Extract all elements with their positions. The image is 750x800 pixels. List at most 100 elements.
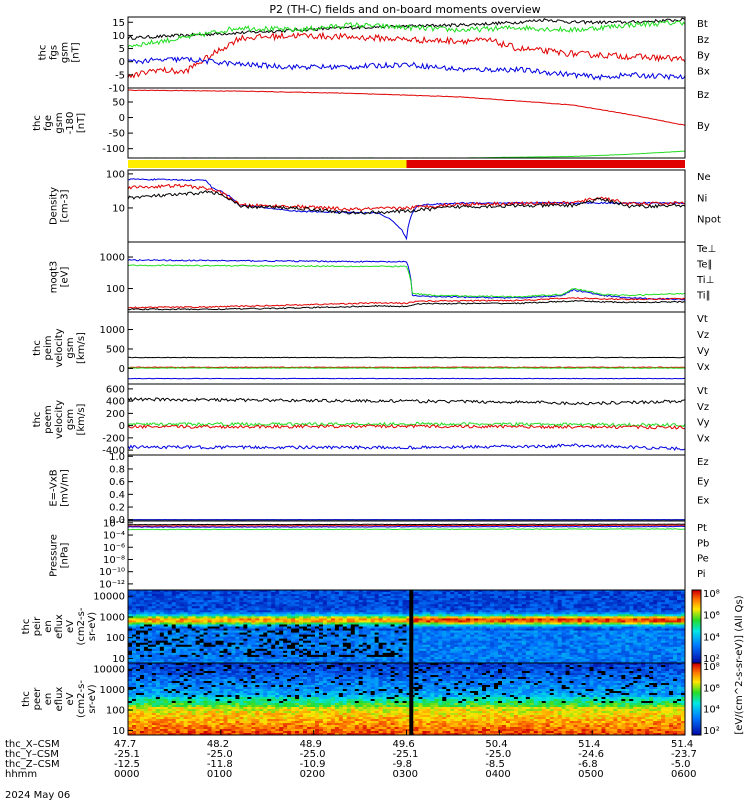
heatmap-cell <box>454 616 459 619</box>
heatmap-cell <box>545 612 551 615</box>
heatmap-cell <box>629 592 634 595</box>
heatmap-cell <box>342 594 348 597</box>
heatmap-cell <box>593 648 598 652</box>
heatmap-cell <box>187 644 193 648</box>
heatmap-cell <box>490 644 495 648</box>
heatmap-cell <box>390 652 395 656</box>
heatmap-cell <box>291 628 296 631</box>
heatmap-cell <box>565 630 571 633</box>
heatmap-cell <box>498 650 503 654</box>
heatmap-cell <box>418 604 423 607</box>
heatmap-cell <box>191 646 197 650</box>
heatmap-cell <box>183 650 189 654</box>
heatmap-cell <box>219 652 224 656</box>
heatmap-cell <box>406 652 411 656</box>
heatmap-cell <box>147 636 153 640</box>
heatmap-cell <box>199 608 204 611</box>
heatmap-cell <box>147 600 153 603</box>
heatmap-cell <box>649 654 654 658</box>
heatmap-cell <box>490 622 495 625</box>
heatmap-cell <box>346 618 352 621</box>
heatmap-cell <box>143 636 149 640</box>
heatmap-cell <box>131 600 137 603</box>
heatmap-cell <box>322 614 328 617</box>
heatmap-cell <box>438 602 443 605</box>
heatmap-cell <box>458 638 463 642</box>
heatmap-cell <box>549 652 555 656</box>
heatmap-cell <box>279 646 284 650</box>
heatmap-cell <box>561 592 567 595</box>
heatmap-cell <box>557 654 563 658</box>
heatmap-cell <box>593 596 598 599</box>
series-line-Vy <box>127 367 686 369</box>
heatmap-cell <box>135 656 141 660</box>
heatmap-cell <box>231 646 236 650</box>
heatmap-cell <box>263 658 268 662</box>
heatmap-cell <box>653 610 658 613</box>
heatmap-cell <box>199 592 204 595</box>
heatmap-cell <box>139 650 145 654</box>
heatmap-cell <box>223 598 228 601</box>
heatmap-cell <box>426 642 431 646</box>
heatmap-cell <box>557 626 563 629</box>
heatmap-cell <box>171 590 177 593</box>
heatmap-cell <box>195 598 201 601</box>
heatmap-cell <box>322 618 328 621</box>
heatmap-cell <box>131 628 137 631</box>
heatmap-cell <box>466 656 471 660</box>
heatmap-cell <box>621 608 626 611</box>
heatmap-cell <box>589 598 594 601</box>
heatmap-cell <box>513 650 519 654</box>
heatmap-cell <box>342 640 348 644</box>
heatmap-cell <box>299 636 304 640</box>
heatmap-cell <box>211 638 216 642</box>
heatmap-cell <box>565 614 571 617</box>
heatmap-cell <box>418 606 423 609</box>
heatmap-cell <box>482 620 487 623</box>
heatmap-cell <box>163 640 169 644</box>
heatmap-cell <box>545 590 551 593</box>
heatmap-cell <box>195 648 201 652</box>
heatmap-cell <box>203 652 208 656</box>
heatmap-cell <box>259 600 264 603</box>
heatmap-cell <box>275 644 280 648</box>
heatmap-cell <box>287 636 292 640</box>
heatmap-cell <box>382 658 388 662</box>
heatmap-cell <box>486 616 491 619</box>
heatmap-cell <box>537 632 543 636</box>
heatmap-cell <box>291 618 296 621</box>
heatmap-cell <box>291 608 296 611</box>
heatmap-cell <box>318 654 324 658</box>
heatmap-cell <box>430 604 435 607</box>
heatmap-cell <box>223 634 228 638</box>
heatmap-cell <box>366 620 372 623</box>
heatmap-cell <box>199 654 204 658</box>
heatmap-cell <box>585 638 590 642</box>
heatmap-cell <box>402 608 407 611</box>
heatmap-cell <box>263 626 268 629</box>
heatmap-cell <box>490 628 495 631</box>
heatmap-cell <box>478 652 483 656</box>
heatmap-cell <box>613 598 618 601</box>
heatmap-cell <box>259 634 264 638</box>
heatmap-cell <box>581 634 586 638</box>
heatmap-cell <box>458 642 463 646</box>
heatmap-cell <box>426 604 431 607</box>
heatmap-cell <box>402 658 407 662</box>
heatmap-cell <box>605 624 610 627</box>
heatmap-cell <box>259 660 264 664</box>
heatmap-cell <box>203 636 208 640</box>
heatmap-cell <box>307 634 312 638</box>
heatmap-cell <box>414 646 419 650</box>
heatmap-cell <box>179 604 185 607</box>
series-line-Bt <box>127 17 686 40</box>
heatmap-cell <box>577 660 582 664</box>
heatmap-cell <box>314 626 320 629</box>
heatmap-cell <box>657 594 662 597</box>
heatmap-cell <box>537 602 543 605</box>
heatmap-cell <box>657 644 662 648</box>
heatmap-cell <box>450 644 455 648</box>
heatmap-cell <box>438 620 443 623</box>
heatmap-cell <box>267 610 272 613</box>
